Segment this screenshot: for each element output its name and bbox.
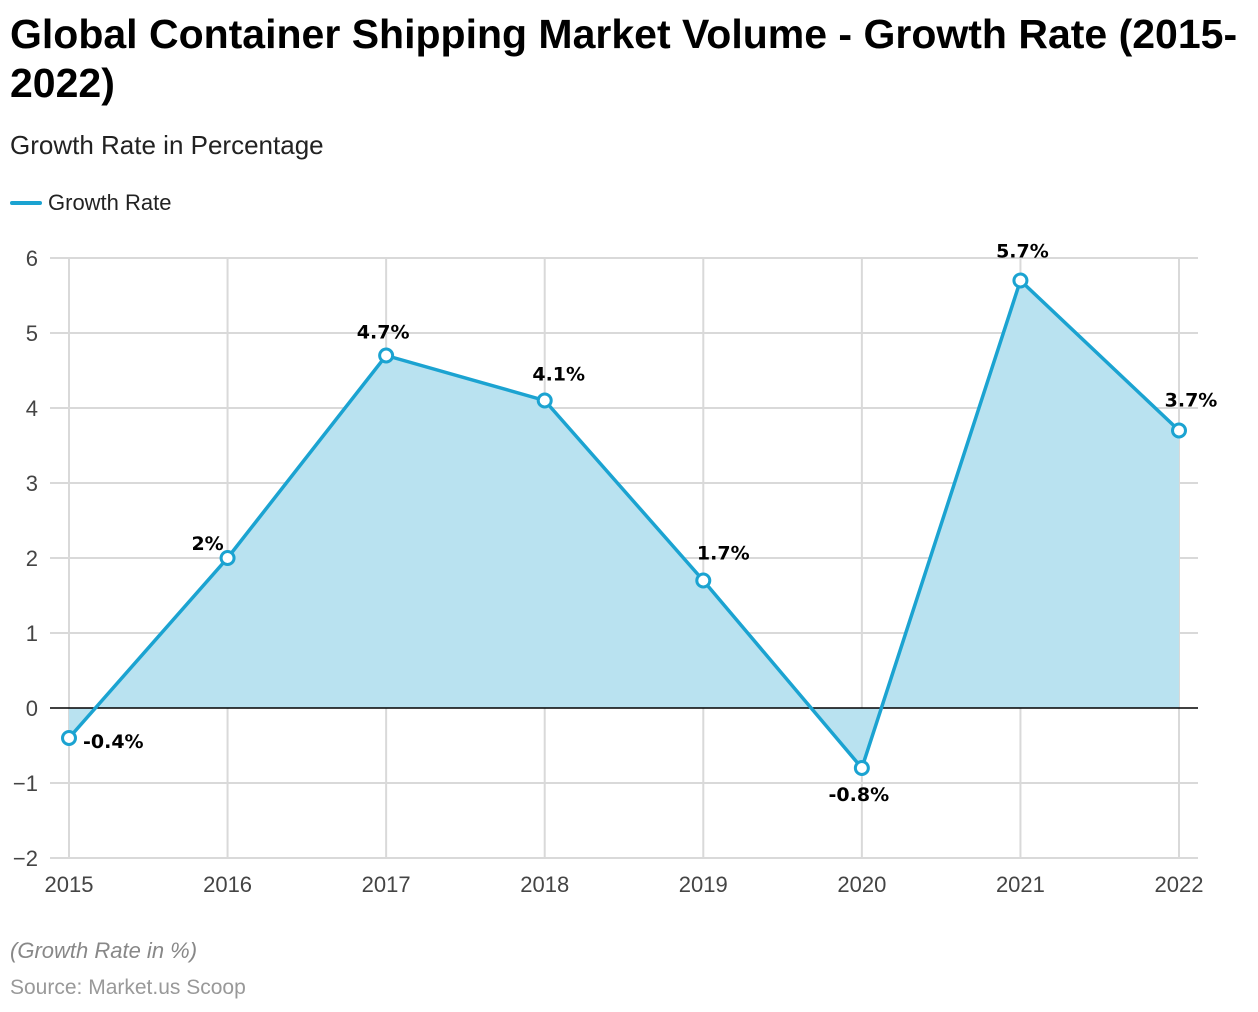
data-label: -0.4% [83,731,144,753]
x-tick-label: 2015 [45,872,94,897]
y-tick-label: 4 [26,396,38,421]
data-point [695,572,712,589]
y-tick-label: 3 [26,471,38,496]
data-label: -0.8% [829,784,890,806]
chart-title: Global Container Shipping Market Volume … [10,11,1238,106]
legend-swatch [10,201,42,205]
data-point [61,730,77,746]
data-point [853,760,870,776]
series-line [67,278,1181,770]
data-label: 4.7% [357,322,410,344]
y-tick-label: −2 [13,846,38,871]
data-label: 1.7% [697,543,750,565]
data-label: 4.1% [532,364,585,386]
x-tick-label: 2016 [203,872,252,897]
chart-subtitle: Growth Rate in Percentage [10,130,324,160]
data-label: 5.7% [996,241,1049,263]
data-point [536,392,553,409]
y-tick-label: 0 [26,696,38,721]
legend: Growth Rate [10,190,172,216]
x-tick-label: 2022 [1155,872,1204,897]
chart-source: Source: Market.us Scoop [10,976,246,999]
y-tick-label: 5 [26,321,38,346]
x-tick-label: 2021 [996,872,1045,897]
area-fill [69,280,1179,768]
x-tick-label: 2018 [520,872,569,897]
y-tick-label: −1 [13,771,38,796]
data-label: 3.7% [1165,390,1218,412]
data-point [1171,422,1187,439]
y-tick-label: 1 [26,621,38,646]
y-tick-label: 2 [26,546,38,571]
legend-label: Growth Rate [48,190,172,215]
data-point [378,347,395,364]
data-point [219,550,236,566]
data-label: 2% [191,533,223,555]
y-tick-label: 6 [26,246,38,271]
x-tick-label: 2019 [679,872,728,897]
chart-note: (Growth Rate in %) [10,938,198,963]
x-tick-label: 2020 [837,872,886,897]
data-point [1012,272,1029,289]
x-tick-label: 2017 [362,872,411,897]
